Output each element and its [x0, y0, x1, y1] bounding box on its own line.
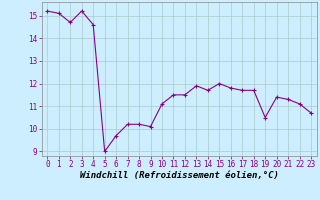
- X-axis label: Windchill (Refroidissement éolien,°C): Windchill (Refroidissement éolien,°C): [80, 171, 279, 180]
